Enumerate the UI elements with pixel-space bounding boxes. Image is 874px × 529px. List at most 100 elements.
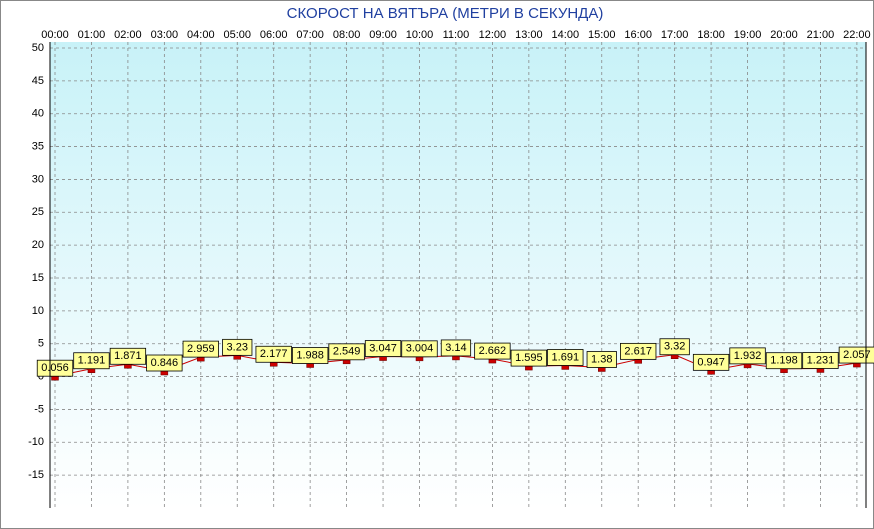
data-label-box (838, 346, 874, 364)
data-label-box (364, 340, 402, 357)
data-label-box (328, 343, 365, 361)
data-label-box (440, 339, 472, 357)
data-label-box (222, 338, 253, 356)
data-label: 1.191 (78, 355, 106, 367)
data-label-group: 1.988 (291, 347, 329, 364)
data-label-box (510, 349, 548, 367)
x-tick-label: 20:00 (770, 29, 798, 41)
data-label-group: 3.23 (222, 338, 253, 356)
x-tick-label: 01:00 (78, 29, 106, 41)
data-label: 3.14 (445, 342, 466, 354)
data-label: 3.23 (227, 341, 248, 353)
y-tick-label: 15 (32, 272, 44, 284)
data-label: 2.549 (333, 346, 361, 358)
data-label: 2.959 (187, 343, 215, 355)
data-label: 2.617 (624, 345, 652, 357)
x-tick-label: 12:00 (479, 29, 507, 41)
y-tick-label: -10 (28, 436, 44, 448)
data-label-box (36, 359, 74, 377)
x-tick-label: 03:00 (151, 29, 179, 41)
chart-title: СКОРОСТ НА ВЯТЪРА (МЕТРИ В СЕКУНДА) (287, 5, 604, 22)
y-tick-label: 30 (32, 173, 44, 185)
data-label-group: 0.947 (692, 353, 730, 371)
data-label-box (765, 352, 803, 370)
data-label-box (182, 340, 219, 358)
data-label-group: 2.662 (474, 342, 511, 360)
x-tick-label: 15:00 (588, 29, 616, 41)
data-label-box (146, 354, 183, 372)
data-label: 3.004 (406, 343, 434, 355)
data-label: 1.691 (552, 351, 580, 363)
data-label-box (547, 349, 584, 366)
x-tick-label: 19:00 (734, 29, 762, 41)
data-label-group: 0.846 (146, 354, 183, 372)
data-label-group: 1.932 (729, 347, 766, 365)
x-tick-label: 00:00 (41, 29, 69, 41)
x-tick-label: 07:00 (296, 29, 324, 41)
data-label-box (109, 347, 147, 365)
x-tick-label: 21:00 (807, 29, 835, 41)
x-tick-label: 10:00 (406, 29, 434, 41)
y-tick-label: -5 (34, 403, 44, 415)
x-tick-label: 05:00 (223, 29, 251, 41)
data-label-group: 1.231 (802, 352, 839, 369)
data-label-group: 2.959 (182, 340, 219, 358)
data-label: 2.177 (260, 348, 288, 360)
data-label-box (291, 347, 329, 364)
x-tick-label: 11:00 (443, 29, 470, 41)
data-label: 1.231 (807, 354, 835, 366)
x-tick-label: 02:00 (114, 29, 142, 41)
data-label: 3.32 (664, 341, 685, 353)
data-label-box (586, 351, 617, 368)
x-tick-label: 13:00 (515, 29, 543, 41)
data-label: 1.932 (734, 350, 762, 362)
data-label-group: 1.38 (586, 351, 617, 368)
x-tick-label: 14:00 (552, 29, 580, 41)
data-label: 1.38 (591, 353, 612, 365)
plot-area (50, 42, 866, 508)
y-tick-label: 50 (32, 42, 44, 54)
data-label-group: 3.14 (440, 339, 472, 357)
data-label: 2.057 (843, 349, 871, 361)
x-tick-label: 06:00 (260, 29, 288, 41)
data-label: 1.871 (114, 350, 142, 362)
x-tick-label: 04:00 (187, 29, 215, 41)
y-tick-label: 25 (32, 206, 44, 218)
x-tick-label: 18:00 (697, 29, 725, 41)
data-label-group: 3.047 (364, 340, 402, 357)
data-label-box (255, 345, 292, 363)
data-label-group: 1.871 (109, 347, 147, 365)
data-label: 0.056 (41, 362, 69, 374)
data-label-group: 2.177 (255, 345, 292, 363)
data-label-box (474, 342, 511, 360)
y-tick-label: 20 (32, 239, 44, 251)
data-label-group: 2.617 (620, 342, 657, 360)
data-label-group: 3.32 (659, 338, 690, 356)
y-tick-label: 40 (32, 108, 44, 120)
data-label-group: 1.595 (510, 349, 548, 367)
data-label: 0.846 (151, 357, 179, 369)
data-label-box (659, 338, 690, 356)
data-label: 1.198 (770, 355, 798, 367)
x-tick-label: 09:00 (369, 29, 397, 41)
data-label-group: 0.056 (36, 359, 74, 377)
y-tick-label: 35 (32, 140, 44, 152)
data-label-box (620, 342, 657, 360)
data-label-box (692, 353, 730, 371)
data-label-box (729, 347, 766, 365)
data-label-group: 1.198 (765, 352, 803, 370)
data-label-group: 1.191 (73, 352, 110, 370)
data-label-box (401, 340, 438, 358)
data-label-box (802, 352, 839, 369)
x-tick-label: 16:00 (624, 29, 652, 41)
y-tick-label: 10 (32, 305, 44, 317)
data-label: 1.988 (296, 349, 324, 361)
x-tick-label: 08:00 (333, 29, 361, 41)
x-tick-label: 22:00 (843, 29, 871, 41)
data-label-group: 2.549 (328, 343, 365, 361)
data-label-group: 3.004 (401, 340, 438, 358)
data-label: 0.947 (697, 356, 725, 368)
data-label-group: 2.057 (838, 346, 874, 364)
x-tick-label: 17:00 (661, 29, 689, 41)
